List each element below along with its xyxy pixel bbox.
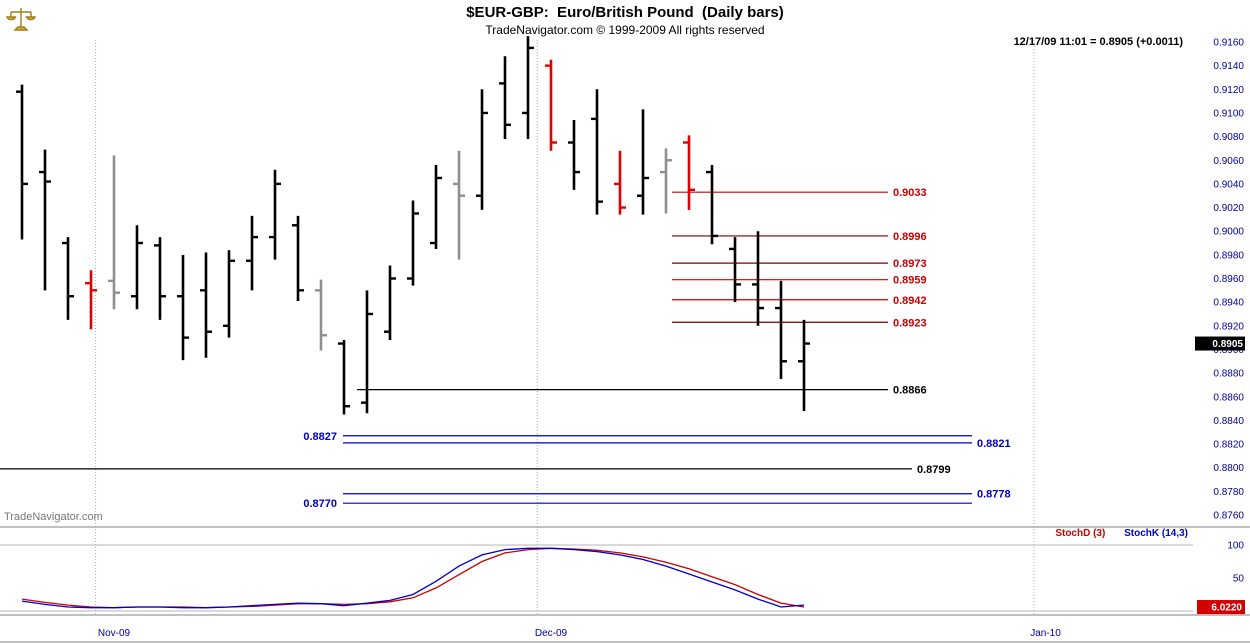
price-bar bbox=[683, 135, 695, 210]
price-axis[interactable]: 0.9160 0.9140 0.9120 0.9100 0.9080 0.9060 0.90… bbox=[1213, 38, 1244, 522]
current-price-badge: 0.8905 bbox=[1195, 336, 1245, 351]
price-plot-area[interactable] bbox=[0, 40, 1193, 527]
level-label: 0.8959 bbox=[893, 275, 927, 287]
stoch-axis-label: 50 bbox=[1233, 574, 1245, 585]
price-bar bbox=[430, 164, 442, 249]
price-bar bbox=[361, 290, 373, 414]
price-bar bbox=[62, 237, 74, 320]
stoch-axis-label: 100 bbox=[1227, 541, 1244, 552]
level-labels: 0.9033 0.8996 0.8973 0.8959 0.8942 0.8923 0.88… bbox=[303, 187, 1010, 510]
tradenavigator-logo-icon bbox=[5, 4, 37, 39]
stochastic-lines bbox=[21, 547, 805, 609]
price-bar bbox=[499, 56, 511, 139]
level-label: 0.8923 bbox=[893, 317, 927, 329]
price-bar bbox=[200, 252, 212, 358]
price-bar bbox=[614, 150, 626, 215]
price-bar bbox=[177, 254, 189, 361]
price-axis-label: 0.8920 bbox=[1213, 321, 1244, 332]
price-axis-label: 0.9040 bbox=[1213, 179, 1244, 190]
price-bar bbox=[545, 59, 557, 151]
price-bar bbox=[292, 215, 304, 301]
svg-text:6.0220: 6.0220 bbox=[1211, 603, 1242, 614]
price-axis-label: 0.8780 bbox=[1213, 487, 1244, 498]
level-label: 0.8821 bbox=[977, 438, 1011, 450]
price-axis-label: 0.9100 bbox=[1213, 108, 1244, 119]
price-axis-label: 0.9060 bbox=[1213, 156, 1244, 167]
price-bar bbox=[522, 36, 534, 139]
price-axis-label: 0.9160 bbox=[1213, 38, 1244, 49]
watermark-text: TradeNavigator.com bbox=[4, 511, 103, 523]
legend-stochk-label: StochK (14,3) bbox=[1124, 528, 1188, 539]
price-bar bbox=[637, 109, 649, 215]
chart-subtitle: TradeNavigator.com © 1999-2009 All right… bbox=[485, 23, 765, 37]
price-bar bbox=[775, 280, 787, 380]
svg-text:0.8905: 0.8905 bbox=[1212, 339, 1243, 350]
price-bars bbox=[16, 36, 810, 415]
level-label: 0.8770 bbox=[303, 498, 337, 510]
chart-title: $EUR-GBP: Euro/British Pound (Daily bars… bbox=[466, 4, 784, 21]
price-bar bbox=[568, 120, 580, 190]
level-label: 0.8778 bbox=[977, 489, 1011, 501]
stochk-line bbox=[21, 547, 805, 609]
price-bar bbox=[39, 149, 51, 291]
level-label: 0.8799 bbox=[917, 464, 951, 476]
price-bar bbox=[108, 155, 120, 310]
level-label: 0.8942 bbox=[893, 295, 927, 307]
last-quote-line: 12/17/09 11:01 = 0.8905 (+0.0011) bbox=[1013, 36, 1183, 48]
price-bar bbox=[384, 265, 396, 340]
price-bar bbox=[338, 339, 350, 415]
month-label: Dec-09 bbox=[535, 628, 568, 639]
price-axis-label: 0.8940 bbox=[1213, 298, 1244, 309]
month-label: Nov-09 bbox=[98, 628, 131, 639]
price-bar bbox=[798, 319, 810, 411]
level-label: 0.8866 bbox=[893, 385, 927, 397]
month-label: Jan-10 bbox=[1030, 628, 1061, 639]
price-bar bbox=[85, 270, 97, 330]
stochastic-legend: StochD (3) StochK (14,3) bbox=[0, 528, 1188, 539]
level-label: 0.9033 bbox=[893, 187, 927, 199]
stoch-plot-area[interactable] bbox=[0, 527, 1193, 615]
price-bar bbox=[729, 237, 741, 303]
price-axis-label: 0.8980 bbox=[1213, 250, 1244, 261]
price-bar bbox=[476, 89, 488, 210]
level-label: 0.8996 bbox=[893, 231, 927, 243]
price-axis-label: 0.9020 bbox=[1213, 203, 1244, 214]
current-stoch-badge: 6.0220 bbox=[1197, 600, 1245, 615]
price-bar bbox=[269, 169, 281, 260]
price-bar bbox=[591, 89, 603, 215]
price-axis-label: 0.8880 bbox=[1213, 369, 1244, 380]
price-axis-label: 0.8960 bbox=[1213, 274, 1244, 285]
price-axis-label: 0.9080 bbox=[1213, 132, 1244, 143]
price-axis-label: 0.9140 bbox=[1213, 61, 1244, 72]
level-label: 0.8973 bbox=[893, 258, 927, 270]
price-axis-label: 0.9120 bbox=[1213, 85, 1244, 96]
stoch-axis[interactable]: 100 50 bbox=[1227, 541, 1244, 585]
price-bar bbox=[315, 279, 327, 351]
price-axis-label: 0.8840 bbox=[1213, 416, 1244, 427]
level-label: 0.8827 bbox=[303, 431, 337, 443]
price-bar bbox=[131, 225, 143, 310]
price-bar bbox=[752, 231, 764, 326]
price-axis-label: 0.8820 bbox=[1213, 440, 1244, 451]
price-bar bbox=[223, 250, 235, 338]
price-bar bbox=[246, 215, 258, 291]
price-bar bbox=[407, 200, 419, 286]
price-axis-label: 0.8760 bbox=[1213, 511, 1244, 522]
price-bar bbox=[16, 84, 28, 240]
panel-divider-lines bbox=[0, 526, 1250, 643]
price-axis-label: 0.9000 bbox=[1213, 227, 1244, 238]
date-axis: Nov-09 Dec-09 Jan-10 bbox=[98, 628, 1061, 639]
support-resistance-lines bbox=[0, 191, 972, 504]
price-axis-label: 0.8800 bbox=[1213, 463, 1244, 474]
price-axis-label: 0.8860 bbox=[1213, 392, 1244, 403]
price-bar bbox=[660, 148, 672, 214]
price-bar bbox=[154, 237, 166, 320]
legend-stochd-label: StochD (3) bbox=[1055, 528, 1106, 539]
price-bar bbox=[453, 150, 465, 260]
price-bar bbox=[706, 164, 718, 245]
